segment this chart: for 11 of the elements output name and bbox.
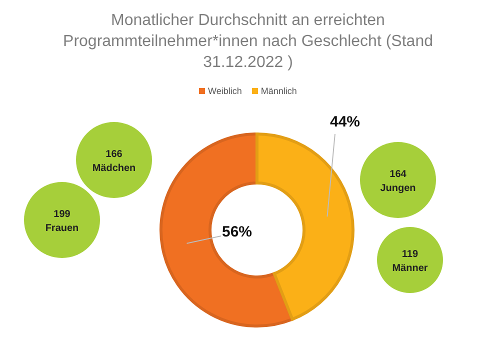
data-label: 44% <box>330 114 360 130</box>
text: 164 Jungen <box>380 169 416 194</box>
text: 119 Männer <box>392 249 428 274</box>
chart-title: Monatlicher Durchschnitt an erreichten Programmteilnehmer*innen nach Geschlecht (Stand 31.12.2022 ) <box>62 11 434 73</box>
data-label: 56% <box>222 224 252 240</box>
legend-label: Weiblich <box>207 86 242 96</box>
legend-label: Männlich <box>260 86 297 96</box>
text: 199 Frauen <box>45 209 79 234</box>
donut-slice <box>160 132 294 328</box>
text: 166 Mädchen <box>92 149 136 174</box>
donut-slice <box>256 132 354 321</box>
